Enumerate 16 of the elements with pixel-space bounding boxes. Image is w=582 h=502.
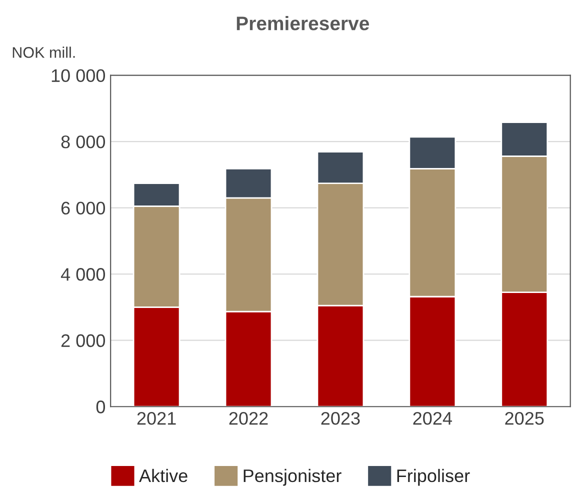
y-axis-title: NOK mill. — [12, 46, 75, 58]
x-tick-label: 2023 — [321, 412, 360, 425]
legend-label: Aktive — [139, 468, 188, 482]
y-tick-label: 2 000 — [61, 334, 106, 348]
chart-title: Premiereserve — [236, 16, 370, 30]
y-tick-label: 8 000 — [61, 136, 106, 148]
legend-label: Pensjonister — [244, 468, 342, 486]
y-tick-label: 10 000 — [52, 69, 106, 82]
y-tick-label: 4 000 — [60, 268, 106, 281]
y-tick-label: 6 000 — [61, 202, 106, 215]
legend-label: Fripoliser — [397, 468, 470, 486]
x-tick-label: 2025 — [505, 412, 544, 425]
x-tick-label: 2024 — [413, 412, 452, 425]
y-tick-label: 0 — [96, 400, 106, 414]
x-tick-label: 2021 — [137, 412, 176, 425]
x-tick-label: 2022 — [229, 412, 268, 425]
